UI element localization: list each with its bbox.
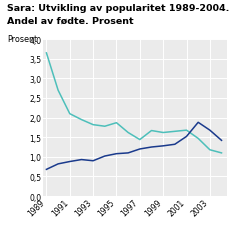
Sverige bbox=[161, 132, 164, 134]
Norge bbox=[208, 129, 210, 132]
Norge bbox=[115, 152, 117, 156]
Norge bbox=[126, 152, 129, 155]
Sverige bbox=[138, 138, 141, 141]
Text: Prosent: Prosent bbox=[7, 34, 37, 43]
Sverige bbox=[103, 125, 106, 128]
Norge bbox=[149, 146, 152, 149]
Sverige bbox=[68, 113, 71, 116]
Sverige bbox=[208, 149, 210, 152]
Norge bbox=[196, 121, 199, 124]
Sverige bbox=[149, 130, 152, 132]
Sverige bbox=[45, 52, 48, 55]
Sverige bbox=[173, 130, 176, 133]
Norge bbox=[45, 168, 48, 171]
Norge bbox=[91, 160, 94, 162]
Norge bbox=[219, 139, 222, 142]
Sverige bbox=[196, 137, 199, 140]
Sverige bbox=[126, 132, 129, 134]
Sverige bbox=[80, 118, 82, 122]
Sverige bbox=[56, 89, 59, 92]
Norge bbox=[103, 155, 106, 158]
Sverige bbox=[219, 152, 222, 155]
Sverige bbox=[91, 124, 94, 127]
Norge bbox=[161, 145, 164, 148]
Norge bbox=[68, 160, 71, 164]
Text: Sara: Utvikling av popularitet 1989-2004.: Sara: Utvikling av popularitet 1989-2004… bbox=[7, 4, 228, 13]
Norge bbox=[80, 158, 82, 162]
Norge bbox=[184, 136, 187, 138]
Sverige bbox=[115, 122, 117, 125]
Norge bbox=[138, 148, 141, 151]
Line: Sverige: Sverige bbox=[46, 54, 221, 153]
Text: Andel av fødte. Prosent: Andel av fødte. Prosent bbox=[7, 16, 133, 25]
Norge bbox=[56, 163, 59, 166]
Sverige bbox=[184, 129, 187, 132]
Line: Norge: Norge bbox=[46, 123, 221, 170]
Norge bbox=[173, 143, 176, 146]
